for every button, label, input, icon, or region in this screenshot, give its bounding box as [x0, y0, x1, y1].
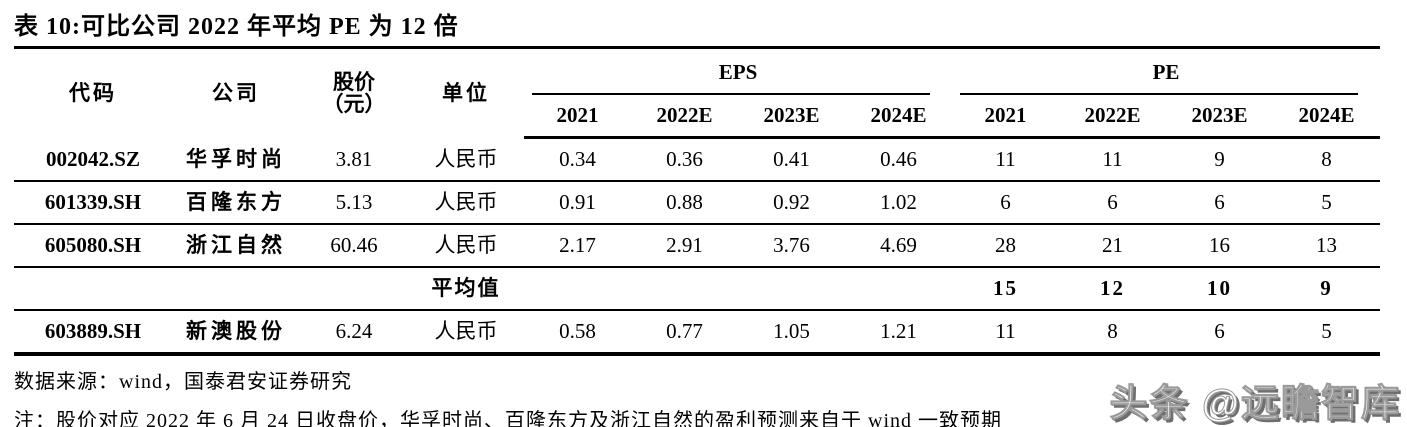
cell-pe-2021: 6	[952, 181, 1060, 225]
cell-eps-2024e: 1.21	[845, 310, 953, 356]
cell-eps-2021: 0.34	[524, 137, 631, 182]
cell-price: 60.46	[300, 224, 408, 268]
eps-year-2023e: 2023E	[738, 95, 845, 139]
col-header-code: 代码	[69, 81, 117, 106]
cell-empty	[524, 267, 631, 311]
cell-empty	[14, 267, 172, 311]
table-header: 代码 公司 股价 （元） 单位 EPS PE 2021 2022E 2023E …	[14, 48, 1381, 139]
cell-price: 6.24	[300, 310, 408, 356]
footnote-line: 注：股价对应 2022 年 6 月 24 日收盘价，华孚时尚、百隆东方及浙江自然…	[14, 410, 1002, 427]
cell-eps-2024e: 1.02	[845, 181, 953, 225]
cell-empty	[631, 267, 738, 311]
cell-pe-2024e: 8	[1273, 137, 1381, 182]
header-row-groups: 代码 公司 股价 （元） 单位 EPS PE	[14, 48, 1380, 115]
table-row-xinao: 603889.SH 新澳股份 6.24 人民币 0.58 0.77 1.05 1…	[14, 310, 1381, 356]
pe-year-2022e: 2022E	[1059, 95, 1167, 139]
col-header-price: 股价 （元）	[300, 48, 408, 138]
cell-average-label: 平均值	[408, 267, 524, 311]
table-row-zhejiang: 605080.SH 浙江自然 60.46 人民币 2.17 2.91 3.76 …	[14, 224, 1381, 268]
cell-eps-2022e: 2.91	[631, 224, 738, 268]
cell-eps-2022e: 0.88	[631, 181, 738, 225]
cell-empty	[738, 267, 845, 311]
cell-code: 002042.SZ	[14, 137, 172, 182]
eps-year-2022e: 2022E	[631, 95, 738, 139]
eps-year-2024e: 2024E	[845, 95, 953, 139]
cell-unit: 人民币	[408, 310, 524, 356]
cell-company: 百隆东方	[172, 181, 300, 225]
cell-eps-2021: 2.17	[524, 224, 631, 268]
cell-avg-pe-2022e: 12	[1059, 267, 1167, 311]
col-group-pe: PE	[952, 48, 1380, 96]
cell-code: 601339.SH	[14, 181, 172, 225]
cell-empty	[172, 267, 300, 311]
cell-empty	[300, 267, 408, 311]
col-group-eps: EPS	[524, 48, 952, 96]
cell-empty	[845, 267, 953, 311]
cell-eps-2023e: 0.92	[738, 181, 845, 225]
table-row-average: 平均值 15 12 10 9	[14, 267, 1381, 311]
cell-company: 浙江自然	[172, 224, 300, 268]
cell-pe-2023e: 6	[1166, 310, 1274, 356]
cell-pe-2021: 11	[952, 310, 1060, 356]
cell-unit: 人民币	[408, 137, 524, 182]
col-header-unit: 单位	[442, 81, 490, 106]
cell-pe-2022e: 11	[1059, 137, 1167, 182]
cell-pe-2024e: 5	[1273, 181, 1381, 225]
cell-code: 605080.SH	[14, 224, 172, 268]
pe-year-2024e: 2024E	[1273, 95, 1381, 139]
cell-pe-2023e: 16	[1166, 224, 1274, 268]
cell-unit: 人民币	[408, 224, 524, 268]
cell-price: 5.13	[300, 181, 408, 225]
data-source-line: 数据来源：wind，国泰君安证券研究	[14, 371, 352, 393]
cell-company: 新澳股份	[172, 310, 300, 356]
cell-eps-2022e: 0.36	[631, 137, 738, 182]
cell-eps-2023e: 1.05	[738, 310, 845, 356]
cell-eps-2021: 0.58	[524, 310, 631, 356]
watermark-toutiao-yuanzhan: 头条 @远瞻智库	[1109, 383, 1401, 426]
price-label-line2: （元）	[322, 92, 386, 117]
pe-year-2023e: 2023E	[1166, 95, 1274, 139]
cell-eps-2024e: 0.46	[845, 137, 953, 182]
cell-pe-2024e: 13	[1273, 224, 1381, 268]
cell-pe-2024e: 5	[1273, 310, 1381, 356]
cell-company: 华孚时尚	[172, 137, 300, 182]
cell-avg-pe-2023e: 10	[1166, 267, 1274, 311]
cell-avg-pe-2024e: 9	[1273, 267, 1381, 311]
col-header-company: 公司	[212, 81, 260, 106]
cell-unit: 人民币	[408, 181, 524, 225]
cell-price: 3.81	[300, 137, 408, 182]
table-title: 表 10:可比公司 2022 年平均 PE 为 12 倍	[14, 14, 459, 40]
cell-pe-2023e: 6	[1166, 181, 1274, 225]
cell-pe-2023e: 9	[1166, 137, 1274, 182]
cell-pe-2022e: 8	[1059, 310, 1167, 356]
cell-eps-2023e: 3.76	[738, 224, 845, 268]
cell-code: 603889.SH	[14, 310, 172, 356]
table-row-bailong: 601339.SH 百隆东方 5.13 人民币 0.91 0.88 0.92 1…	[14, 181, 1381, 225]
cell-pe-2022e: 21	[1059, 224, 1167, 268]
cell-avg-pe-2021: 15	[952, 267, 1060, 311]
cell-pe-2021: 11	[952, 137, 1060, 182]
pe-year-2021: 2021	[952, 95, 1060, 139]
cell-pe-2021: 28	[952, 224, 1060, 268]
comparable-companies-table: 代码 公司 股价 （元） 单位 EPS PE 2021 2022E 2023E …	[14, 46, 1381, 356]
cell-pe-2022e: 6	[1059, 181, 1167, 225]
table-row-huafu: 002042.SZ 华孚时尚 3.81 人民币 0.34 0.36 0.41 0…	[14, 137, 1381, 182]
cell-eps-2023e: 0.41	[738, 137, 845, 182]
header-row-years: 2021 2022E 2023E 2024E 2021 2022E 2023E …	[14, 95, 1381, 139]
cell-eps-2021: 0.91	[524, 181, 631, 225]
eps-year-2021: 2021	[524, 95, 631, 139]
price-label-line1: 股价	[333, 70, 375, 95]
cell-eps-2024e: 4.69	[845, 224, 953, 268]
cell-eps-2022e: 0.77	[631, 310, 738, 356]
